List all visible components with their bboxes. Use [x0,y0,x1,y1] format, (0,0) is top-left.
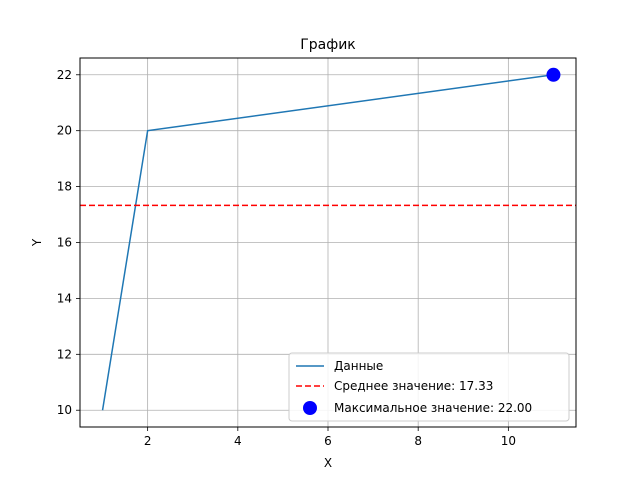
x-tick-label: 2 [144,434,152,448]
x-tick-label: 6 [324,434,332,448]
y-tick-label: 20 [57,124,72,138]
series-layer [80,67,576,411]
y-axis-label: Y [30,238,44,247]
series-line-data [101,74,554,411]
grid [80,58,576,427]
x-tick-label: 10 [501,434,516,448]
legend-entry-max: Максимальное значение: 22.00 [334,401,532,415]
x-axis: 2 4 6 8 10 [144,427,516,448]
x-tick-label: 8 [414,434,422,448]
y-tick-label: 16 [57,236,72,250]
x-tick-label: 4 [234,434,242,448]
y-tick-label: 10 [57,403,72,417]
legend-box [288,352,570,422]
y-tick-label: 14 [57,291,72,305]
legend-entry-data: Данные [334,359,383,373]
y-tick-label: 18 [57,180,72,194]
y-tick-label: 12 [57,347,72,361]
x-axis-label: X [324,456,332,470]
legend-max-swatch [303,401,317,415]
max-point-marker [546,67,561,82]
y-axis: 10 12 14 16 18 20 22 [57,68,80,417]
chart-title: График [300,37,356,53]
legend-entry-mean: Среднее значение: 17.33 [334,379,493,393]
y-tick-label: 22 [57,68,72,82]
legend: Данные Среднее значение: 17.33 Максималь… [288,352,570,422]
